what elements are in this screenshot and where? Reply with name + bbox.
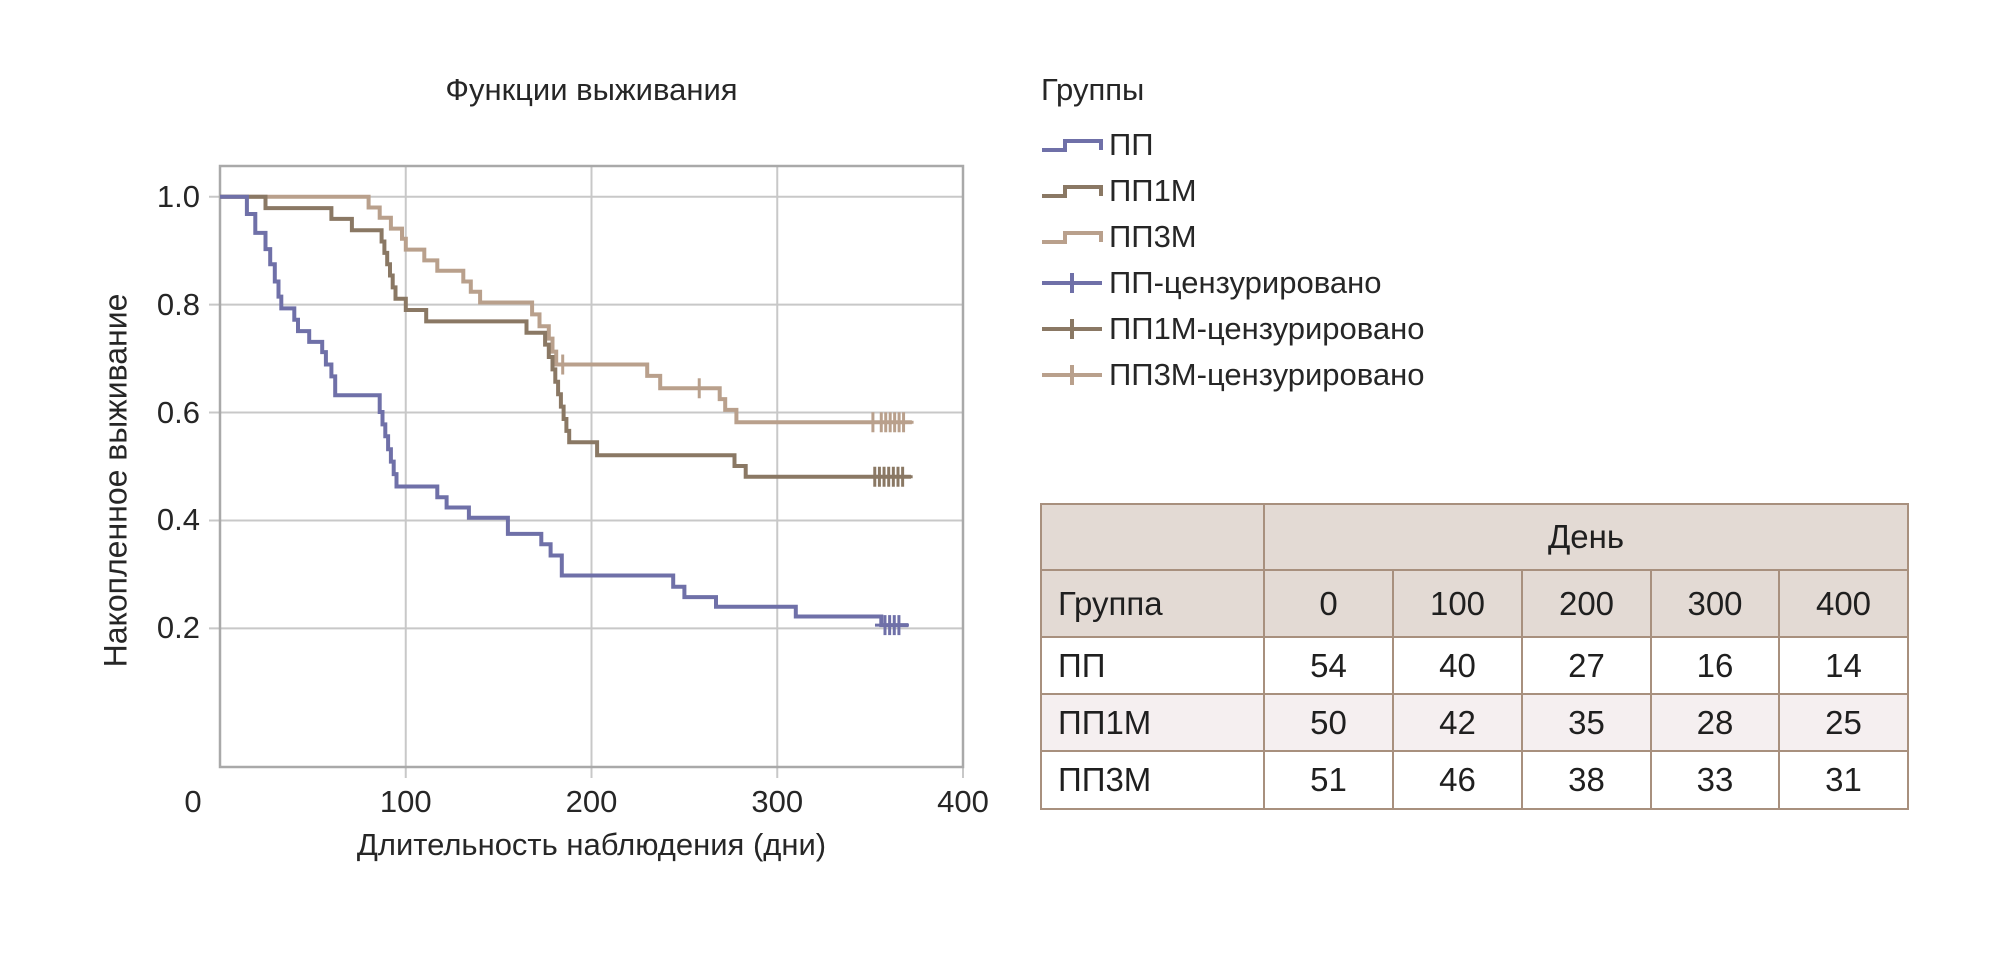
x-tick-label: 100: [379, 784, 432, 819]
survival-curve-ПП3М: [220, 194, 912, 425]
table-cell-value: 14: [1778, 636, 1909, 695]
legend-item-ПП1М-цензурировано: ПП1М-цензурировано: [1041, 311, 1425, 346]
x-tick-label: 200: [565, 784, 618, 819]
y-axis-title: Накопленное выживание: [97, 293, 134, 668]
table-day-column-header: 200: [1521, 569, 1652, 638]
censored-plus-icon: [1042, 365, 1102, 385]
legend-item-ПП1М: ПП1М: [1041, 173, 1425, 208]
legend-item-label: ПП1М: [1109, 173, 1197, 208]
x-tick-label: 300: [751, 784, 804, 819]
legend-item-label: ПП3М-цензурировано: [1109, 357, 1425, 392]
legend-item-label: ПП: [1109, 127, 1154, 162]
table-cell-value: 50: [1263, 693, 1394, 752]
table-group-header: Группа: [1040, 569, 1265, 638]
table-day-span-header: День: [1263, 503, 1909, 571]
x-axis-title: Длительность наблюдения (дни): [356, 827, 827, 862]
table-cell-value: 35: [1521, 693, 1652, 752]
table-row-ПП: ПП 54 40 27 16 14: [1040, 636, 1909, 695]
legend-item-ПП: ПП: [1041, 127, 1425, 162]
legend-item-label: ПП-цензурировано: [1109, 265, 1382, 300]
table-row-group-label: ПП3М: [1040, 750, 1265, 810]
chart-title: Функции выживания: [445, 72, 738, 107]
table-row-group-label: ПП: [1040, 636, 1265, 695]
censored-plus-icon: [1042, 273, 1102, 293]
censored-plus-icon: [1042, 319, 1102, 339]
table-cell-value: 51: [1263, 750, 1394, 810]
legend-title: Группы: [1041, 72, 1145, 107]
y-tick-label: 0.4: [156, 502, 200, 538]
legend-item-label: ПП1М-цензурировано: [1109, 311, 1425, 346]
x-tick-label: 400: [937, 784, 989, 819]
x-tick-label: 0: [184, 784, 202, 819]
step-line-icon: [1042, 231, 1103, 244]
table-day-column-header: 0: [1263, 569, 1394, 638]
table-row-ПП1М: ПП1М 50 42 35 28 25: [1040, 693, 1909, 752]
table-cell-value: 16: [1650, 636, 1780, 695]
survival-curve-ПП: [220, 194, 909, 628]
table-cell-value: 27: [1521, 636, 1652, 695]
risk-table: День Группа 0 100 200 300 400 ПП 54 40 27 16 14 ПП1М 5…: [1040, 503, 1909, 810]
table-cell-value: 25: [1778, 693, 1909, 752]
y-tick-label: 0.8: [156, 286, 200, 322]
table-cell-value: 54: [1263, 636, 1394, 695]
table-row-group-label: ПП1М: [1040, 693, 1265, 752]
legend-item-label: ПП3М: [1109, 219, 1197, 254]
y-tick-label: 0.2: [156, 610, 200, 646]
step-line-icon: [1042, 139, 1103, 152]
table-row-ПП3М: ПП3М 51 46 38 33 31: [1040, 750, 1909, 810]
table-day-column-header: 400: [1778, 569, 1909, 638]
table-cell-value: 28: [1650, 693, 1780, 752]
legend-item-ПП-цензурировано: ПП-цензурировано: [1041, 265, 1425, 300]
step-line-icon: [1042, 185, 1103, 198]
table-cell-value: 31: [1778, 750, 1909, 810]
table-cell-value: 33: [1650, 750, 1780, 810]
y-tick-label: 1.0: [156, 178, 200, 214]
table-cell-value: 38: [1521, 750, 1652, 810]
table-cell-value: 40: [1392, 636, 1523, 695]
table-day-column-header: 100: [1392, 569, 1523, 638]
legend-item-ПП3М-цензурировано: ПП3М-цензурировано: [1041, 357, 1425, 392]
table-cell-value: 42: [1392, 693, 1523, 752]
survival-curve-ПП1М: [220, 194, 911, 479]
table-day-column-header: 300: [1650, 569, 1780, 638]
legend-item-ПП3М: ПП3М: [1041, 219, 1425, 254]
table-cell-value: 46: [1392, 750, 1523, 810]
y-tick-label: 0.6: [156, 394, 200, 430]
table-corner-cell: [1040, 503, 1265, 571]
plot-frame: [218, 164, 965, 769]
